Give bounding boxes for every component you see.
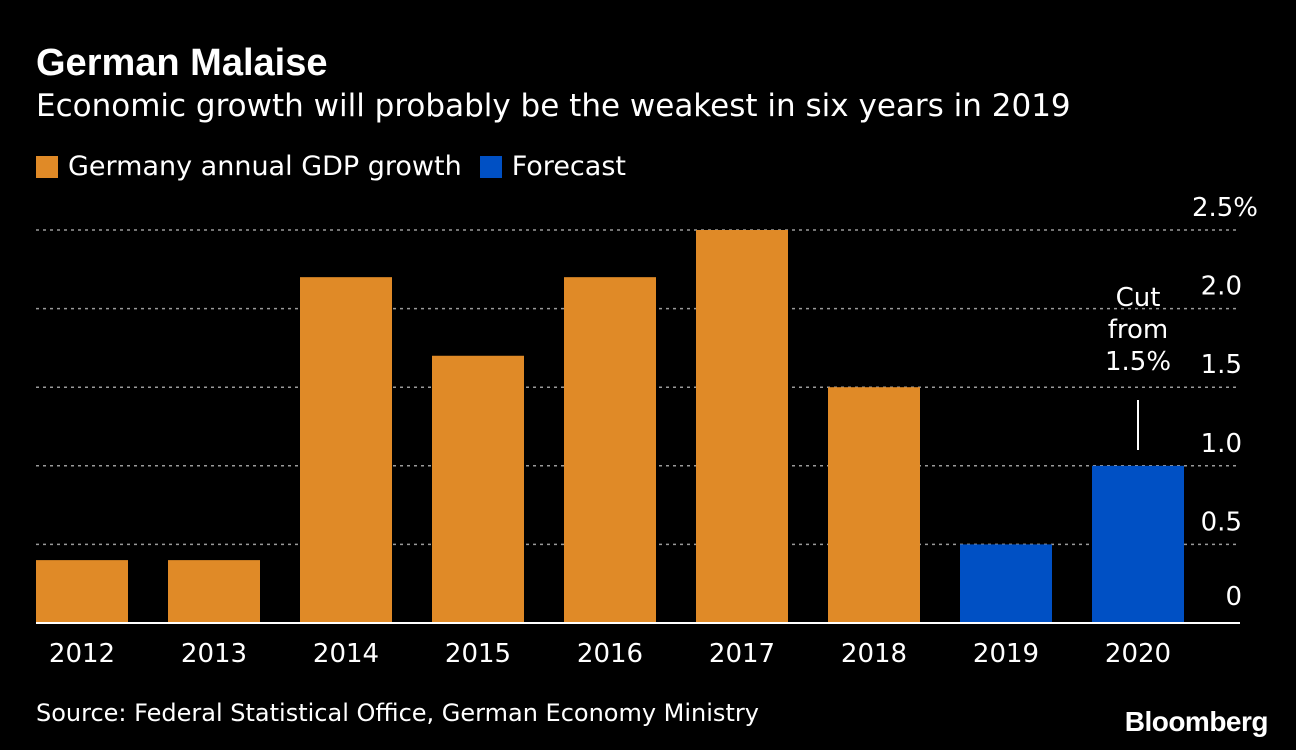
legend-swatch-actual [36, 156, 58, 178]
legend-label-forecast: Forecast [511, 151, 626, 182]
legend: Germany annual GDP growth Forecast [36, 150, 644, 184]
source-note: Source: Federal Statistical Office, Germ… [36, 699, 759, 727]
x-tick-label-2012: 2012 [49, 639, 115, 669]
bar-2014 [300, 277, 392, 623]
bar-2019 [960, 544, 1052, 623]
bloomberg-logo: Bloomberg [1124, 706, 1269, 737]
legend-swatch-forecast [479, 156, 502, 178]
bar-2012 [36, 560, 128, 623]
annotation-line-2: 1.5% [1105, 347, 1171, 377]
legend-item-forecast: Forecast [479, 150, 626, 184]
x-tick-label-2020: 2020 [1105, 639, 1171, 669]
bar-2020 [1092, 465, 1184, 623]
chart-subtitle: Economic growth will probably be the wea… [36, 88, 1071, 124]
annotation-line-1: from [1108, 315, 1169, 345]
bar-2018 [828, 387, 920, 623]
y-tick-label-2: 1.0 [1201, 429, 1242, 459]
x-tick-label-2016: 2016 [577, 639, 643, 669]
bar-2016 [564, 277, 656, 623]
x-tick-label-2015: 2015 [445, 639, 511, 669]
x-tick-label-2014: 2014 [313, 639, 379, 669]
legend-label-actual: Germany annual GDP growth [68, 151, 462, 182]
chart-title: German Malaise [36, 42, 328, 84]
y-tick-label-4: 2.0 [1201, 272, 1242, 302]
bar-2013 [168, 560, 260, 623]
x-tick-label-2019: 2019 [973, 639, 1039, 669]
bar-2017 [696, 230, 788, 623]
x-tick-label-2017: 2017 [709, 639, 775, 669]
x-tick-label-2018: 2018 [841, 639, 907, 669]
y-tick-label-1: 0.5 [1201, 507, 1242, 537]
y-tick-label-3: 1.5 [1201, 350, 1242, 380]
y-tick-label-5: 2.5% [1192, 193, 1258, 223]
y-tick-label-0: 0 [1225, 582, 1242, 612]
x-tick-label-2013: 2013 [181, 639, 247, 669]
legend-item-actual: Germany annual GDP growth [36, 150, 462, 184]
annotation-line-0: Cut [1116, 283, 1161, 313]
bar-2015 [432, 355, 524, 623]
